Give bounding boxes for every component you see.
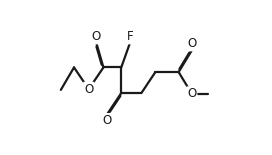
Text: O: O xyxy=(187,87,196,100)
Text: O: O xyxy=(187,37,196,50)
Text: O: O xyxy=(84,83,93,96)
Text: O: O xyxy=(92,30,101,43)
Text: F: F xyxy=(126,30,133,43)
Text: O: O xyxy=(103,114,112,127)
